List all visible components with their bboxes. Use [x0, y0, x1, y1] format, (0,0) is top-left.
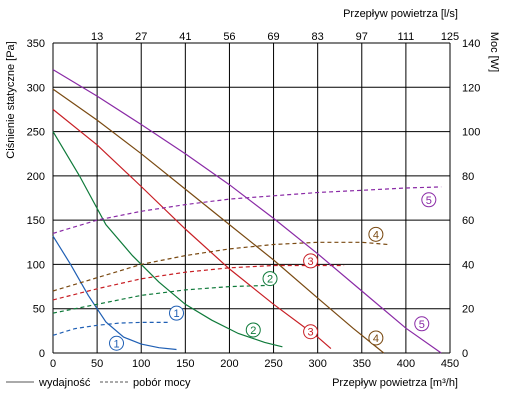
power-label-badge-2	[262, 271, 278, 287]
power-label-text-2: 2	[267, 274, 273, 286]
power-curve-4	[52, 241, 389, 292]
x-tick-label: 450	[441, 358, 459, 370]
grid	[52, 42, 451, 354]
x-tick-label: 300	[308, 358, 326, 370]
top-tick-label: 56	[223, 31, 235, 43]
y-left-axis-label: Ciśnienie statyczne [Pa]	[5, 41, 17, 158]
pressure-label-text-4: 4	[373, 333, 379, 345]
pressure-curve-4	[52, 88, 385, 354]
y-left-tick-label: 50	[33, 304, 45, 316]
y-left-tick-label: 300	[27, 82, 45, 94]
y-right-axis-label: Moc [W]	[488, 32, 500, 72]
y-left-tick-label: 0	[39, 348, 45, 360]
power-label-badge-4	[368, 226, 384, 242]
x-tick-label: 0	[50, 358, 56, 370]
y-right-tick-label: 0	[462, 348, 468, 360]
series-4: 44	[52, 88, 389, 354]
power-label-text-3: 3	[308, 256, 314, 268]
top-tick-label: 97	[356, 31, 368, 43]
pressure-curve-2	[52, 131, 283, 348]
series-2: 22	[52, 131, 283, 348]
y-left-tick-label: 200	[27, 171, 45, 183]
pressure-label-badge-1	[109, 335, 125, 351]
x-tick-label: 400	[397, 358, 415, 370]
x-tick-label: 350	[353, 358, 371, 370]
y-left-tick-label: 100	[27, 259, 45, 271]
power-label-text-1: 1	[173, 308, 179, 320]
series-5: 55	[52, 69, 442, 354]
pressure-label-badge-2	[245, 322, 261, 338]
pressure-curve-1	[52, 235, 177, 351]
y-right-tick-label: 60	[462, 215, 474, 227]
pressure-label-text-3: 3	[308, 327, 314, 339]
top-tick-label: 125	[441, 31, 459, 43]
x-tick-label: 50	[91, 358, 103, 370]
x-tick-label: 200	[220, 358, 238, 370]
y-left-tick-label: 250	[27, 127, 45, 139]
series-1: 11	[52, 235, 185, 351]
y-left-tick-label: 350	[27, 38, 45, 50]
x-tick-label: 100	[132, 358, 150, 370]
x-tick-label: 250	[264, 358, 282, 370]
top-tick-label: 111	[398, 31, 415, 43]
top-tick-label: 41	[179, 31, 191, 43]
top-tick-label: 27	[135, 31, 147, 43]
pressure-label-badge-5	[414, 316, 430, 332]
pressure-label-badge-4	[368, 330, 384, 346]
pressure-label-text-5: 5	[419, 319, 425, 331]
pressure-curve-3	[52, 108, 332, 350]
y-right-tick-label: 140	[462, 38, 480, 50]
y-right-tick-label: 100	[462, 127, 480, 139]
power-curve-2	[52, 284, 265, 314]
power-label-badge-3	[303, 253, 319, 269]
y-right-tick-label: 40	[462, 259, 474, 271]
power-label-text-4: 4	[373, 229, 379, 241]
power-label-text-5: 5	[426, 195, 432, 207]
pressure-label-text-2: 2	[250, 325, 256, 337]
top-tick-label: 69	[267, 31, 279, 43]
pressure-label-text-1: 1	[113, 338, 119, 350]
y-right-tick-label: 80	[462, 171, 474, 183]
top-tick-label: 83	[312, 31, 324, 43]
legend-solid-label: wydajność	[38, 377, 91, 389]
power-curve-5	[52, 186, 442, 234]
x-axis-label: Przepływ powietrza [m³/h]	[332, 377, 458, 389]
y-left-tick-label: 150	[27, 215, 45, 227]
power-label-badge-5	[421, 192, 437, 208]
legend-dashed-label: pobór mocy	[133, 377, 191, 389]
series-3: 33	[52, 108, 345, 350]
pressure-label-badge-3	[303, 324, 319, 340]
y-right-tick-label: 120	[462, 82, 480, 94]
power-curve-1	[52, 321, 168, 336]
power-label-badge-1	[169, 305, 185, 321]
top-tick-label: 13	[91, 31, 103, 43]
pressure-curve-5	[52, 69, 442, 354]
y-right-tick-label: 20	[462, 304, 474, 316]
top-axis-title: Przepływ powietrza [l/s]	[343, 8, 458, 20]
x-tick-label: 150	[176, 358, 194, 370]
